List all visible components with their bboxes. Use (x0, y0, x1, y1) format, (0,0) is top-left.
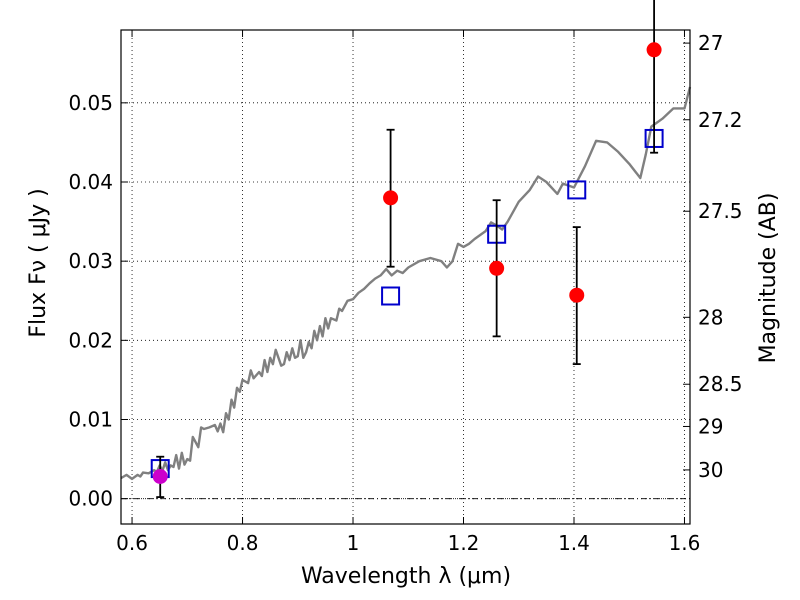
y-tick-label: 0.00 (68, 487, 113, 511)
x-tick-label: 1.6 (669, 531, 701, 555)
mag-tick-label: 27 (698, 31, 723, 55)
y-tick-label: 0.04 (68, 170, 113, 194)
y-tick-label: 0.05 (68, 91, 113, 115)
mag-tick-label: 27.5 (698, 199, 743, 223)
observed-flux-layer (152, 0, 662, 498)
x-tick-label: 1 (347, 531, 360, 555)
y-tick-label: 0.02 (68, 328, 113, 352)
mag-tick-label: 27.2 (698, 108, 743, 132)
observed-flux-point (646, 42, 662, 58)
right-axis-label: Magnitude (AB) (756, 193, 781, 364)
mag-tick-label: 28.5 (698, 372, 743, 396)
x-tick-label: 1.2 (448, 531, 480, 555)
mag-tick-label: 28 (698, 305, 723, 329)
x-axis-label: Wavelength λ (μm) (301, 564, 511, 589)
observed-flux-point (152, 469, 168, 484)
observed-flux-point (569, 287, 585, 303)
mag-tick-label: 30 (698, 458, 723, 482)
axis-ticks (121, 30, 690, 524)
model-photometry-point (567, 180, 587, 200)
observed-flux-point (489, 260, 505, 276)
plot-frame (120, 29, 691, 525)
mag-tick-label: 29 (698, 414, 723, 438)
y-axis-label: Flux Fν ( μJy ) (26, 188, 51, 337)
spectrum-line (120, 86, 692, 481)
x-tick-label: 0.8 (227, 531, 259, 555)
model-photometry-point (381, 286, 401, 306)
spectrum-layer (120, 86, 692, 481)
model-photometry-layer (150, 128, 664, 479)
observed-flux-point (383, 190, 399, 206)
y-tick-label: 0.03 (68, 249, 113, 273)
x-tick-label: 1.4 (558, 531, 590, 555)
x-tick-label: 0.6 (116, 531, 148, 555)
grid (121, 30, 690, 524)
axis-tick-labels: 0.6 0.8 1 1.2 1.4 1.6 0.00 0.01 0.02 0.03 0.04 0.05… (68, 31, 742, 555)
y-tick-label: 0.01 (68, 408, 113, 432)
